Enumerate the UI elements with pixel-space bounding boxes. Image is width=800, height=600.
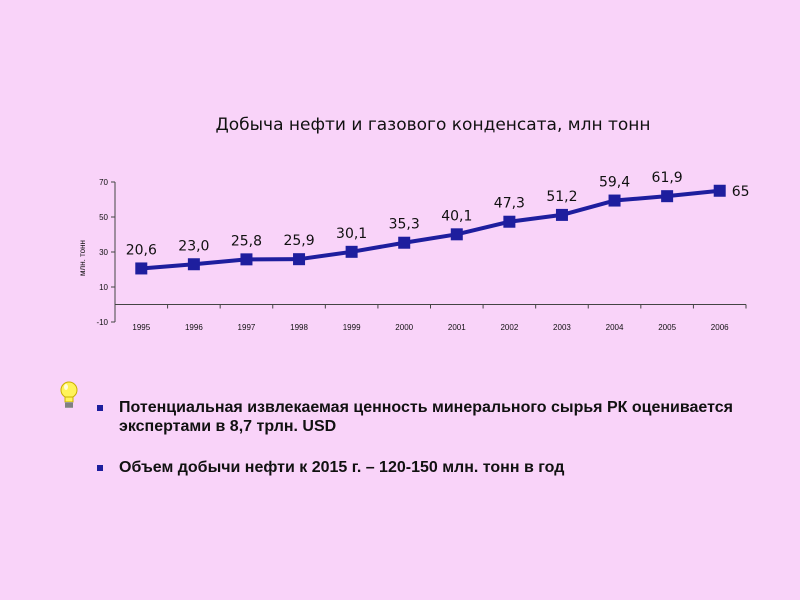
data-label: 65 <box>732 184 750 200</box>
tick-labels: 70 50 30 10 -10 1995 1996 1997 1998 1999 2000 2001 2… <box>96 178 729 332</box>
square-bullet-icon <box>97 465 103 471</box>
bullet-item-resource-value: Потенциальная извлекаемая ценность минер… <box>92 398 772 436</box>
data-label: 20,6 <box>126 242 157 258</box>
y-tick-label: 70 <box>99 178 108 187</box>
oil-production-chart: Добыча нефти и газового конденсата, млн … <box>78 115 750 332</box>
data-label: 25,8 <box>231 233 262 249</box>
data-point-marker <box>713 184 726 197</box>
data-point-marker <box>293 253 306 266</box>
y-tick-label: 50 <box>99 213 108 222</box>
data-label: 25,9 <box>283 233 314 249</box>
data-label: 30,1 <box>336 226 367 242</box>
data-point-marker <box>555 208 568 221</box>
data-point-marker <box>661 190 674 203</box>
x-tick-label: 2004 <box>606 323 624 332</box>
y-tick-label: 30 <box>99 248 108 257</box>
axes <box>111 181 747 323</box>
bullet-list: Потенциальная извлекаемая ценность минер… <box>92 398 772 499</box>
bullet-text: Объем добычи нефти к 2015 г. – 120-150 м… <box>119 459 565 476</box>
x-tick-label: 2001 <box>448 323 466 332</box>
x-tick-label: 1996 <box>185 323 203 332</box>
x-tick-label: 1999 <box>343 323 361 332</box>
x-tick-label: 2002 <box>500 323 518 332</box>
data-point-marker <box>187 258 200 271</box>
series-line <box>141 188 720 271</box>
bullet-item-production-forecast: Объем добычи нефти к 2015 г. – 120-150 м… <box>92 458 772 477</box>
x-tick-label: 2006 <box>711 323 729 332</box>
data-label: 40,1 <box>441 208 472 224</box>
series <box>135 184 726 275</box>
square-bullet-icon <box>97 405 103 411</box>
lightbulb-icon <box>60 381 78 408</box>
data-point-marker <box>240 253 253 266</box>
data-point-marker <box>135 262 148 275</box>
data-label: 35,3 <box>389 217 420 233</box>
data-point-marker <box>503 215 516 228</box>
x-tick-label: 2005 <box>658 323 676 332</box>
x-tick-label: 1998 <box>290 323 308 332</box>
data-label: 59,4 <box>599 175 630 191</box>
data-label: 47,3 <box>494 196 525 212</box>
x-tick-label: 2000 <box>395 323 413 332</box>
data-point-marker <box>608 194 621 207</box>
data-label: 61,9 <box>652 170 683 186</box>
y-axis-label: млн. тонн <box>78 240 87 276</box>
x-tick-label: 2003 <box>553 323 571 332</box>
data-point-marker <box>345 245 358 258</box>
x-tick-label: 1995 <box>132 323 150 332</box>
bullet-text: Потенциальная извлекаемая ценность минер… <box>119 399 733 435</box>
y-tick-label: -10 <box>96 318 108 327</box>
data-labels: 20,6 23,0 25,8 25,9 30,1 35,3 40,1 47,3 51,2 59,4… <box>126 170 750 258</box>
data-point-marker <box>450 228 463 241</box>
data-point-marker <box>398 236 411 249</box>
x-tick-label: 1997 <box>238 323 256 332</box>
data-label: 23,0 <box>178 238 209 254</box>
y-tick-label: 10 <box>99 283 108 292</box>
chart-title: Добыча нефти и газового конденсата, млн … <box>215 115 650 135</box>
data-label: 51,2 <box>546 189 577 205</box>
